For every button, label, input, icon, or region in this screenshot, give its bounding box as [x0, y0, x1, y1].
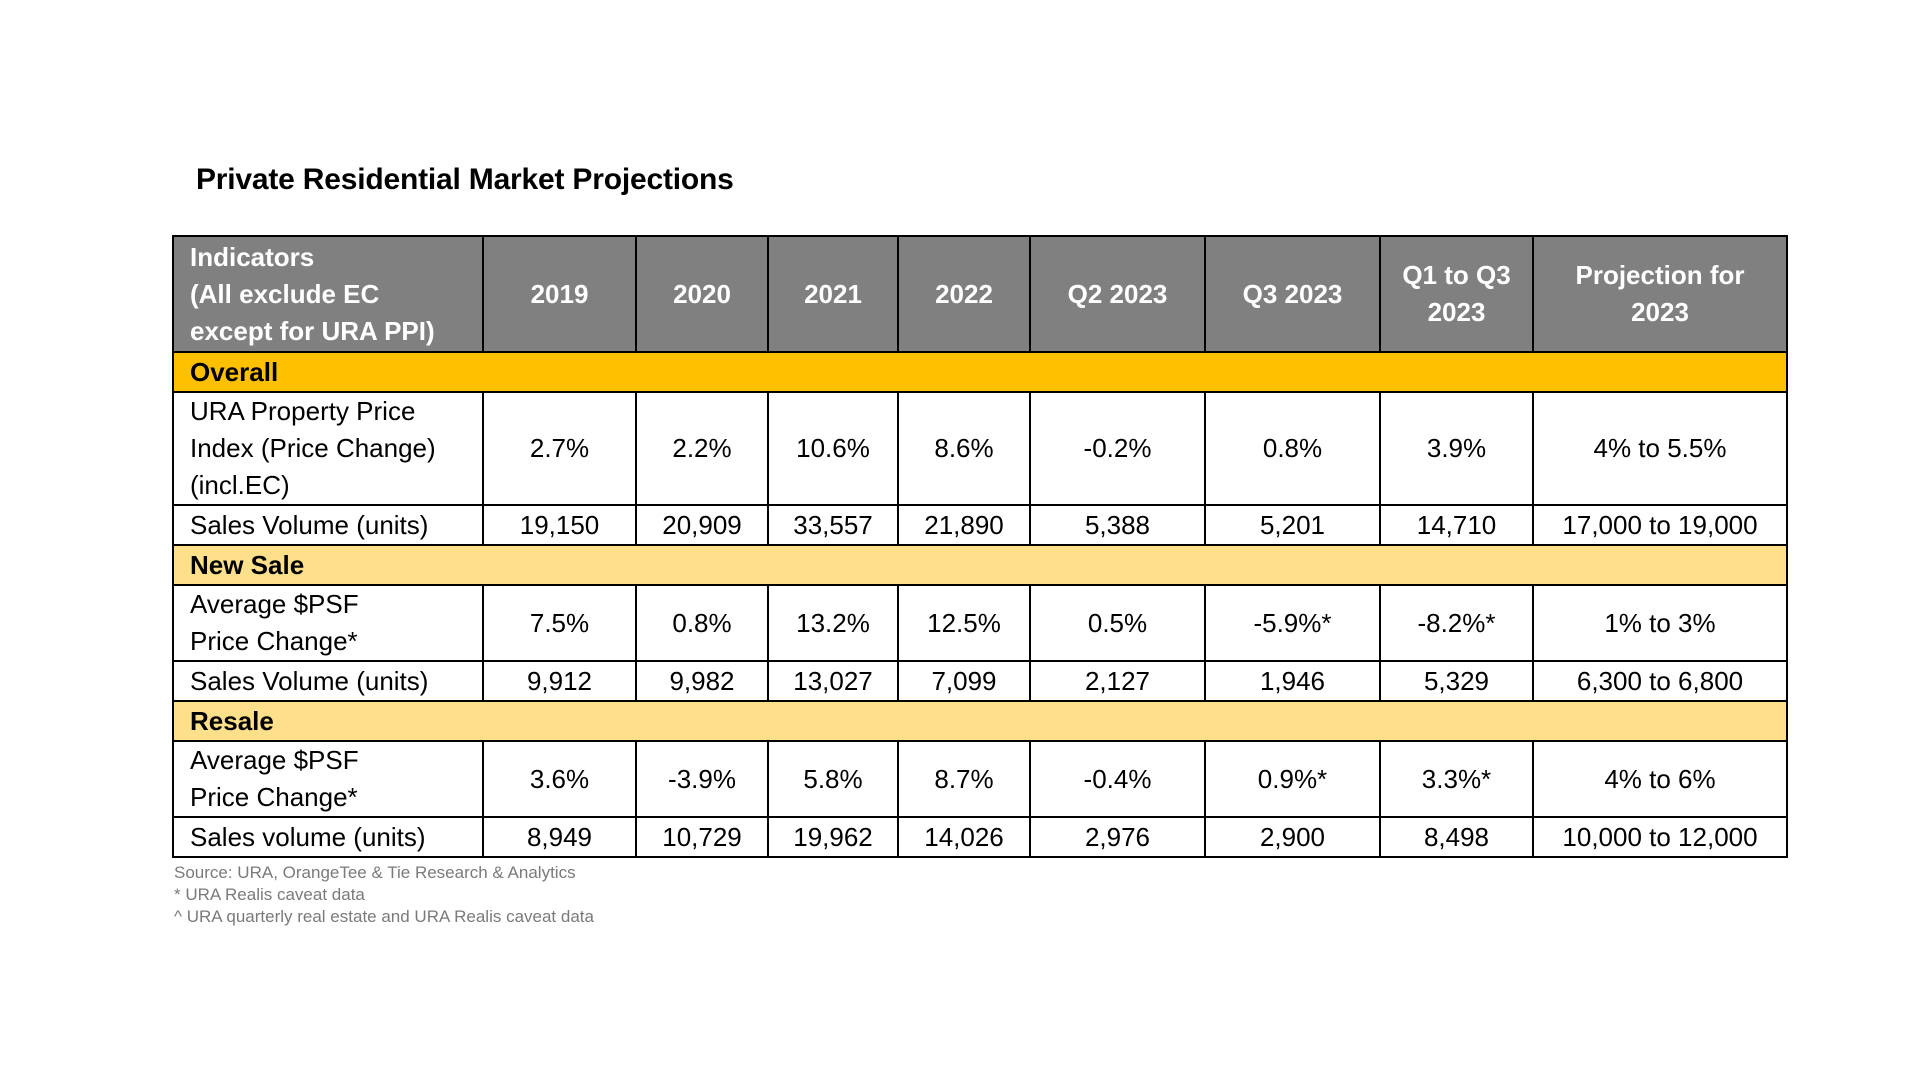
table-cell: 3.9%	[1379, 391, 1534, 506]
table-cell: 0.9%*	[1204, 740, 1381, 818]
table-cell: 20,909	[635, 504, 769, 546]
section-overall: Overall	[172, 351, 1788, 393]
source-note: Source: URA, OrangeTee & Tie Research & …	[174, 863, 576, 882]
header-indicators-line-3: except for URA PPI)	[190, 315, 435, 346]
table-cell: 1,946	[1204, 660, 1381, 702]
row-label: Sales Volume (units)	[172, 660, 484, 702]
table-cell: -3.9%	[635, 740, 769, 818]
row-label: Average $PSF Price Change*	[172, 584, 484, 662]
table-cell: 12.5%	[897, 584, 1031, 662]
table-cell: 5,201	[1204, 504, 1381, 546]
header-projection-line-1: Projection for	[1575, 260, 1745, 290]
table-cell: 13.2%	[767, 584, 899, 662]
caveat-note: * URA Realis caveat data	[174, 885, 365, 904]
table-cell: 8,949	[482, 816, 637, 858]
table-cell: 17,000 to 19,000	[1532, 504, 1788, 546]
table-cell: 9,982	[635, 660, 769, 702]
header-2019: 2019	[482, 235, 637, 353]
table-cell: 33,557	[767, 504, 899, 546]
header-2020: 2020	[635, 235, 769, 353]
table-cell: -0.2%	[1029, 391, 1206, 506]
table-row: Sales volume (units) 8,949 10,729 19,962…	[172, 816, 1788, 858]
table-row: Sales Volume (units) 9,912 9,982 13,027 …	[172, 660, 1788, 702]
table-row: Average $PSF Price Change* 7.5% 0.8% 13.2…	[172, 584, 1788, 662]
projections-table: Indicators (All exclude EC except for URA …	[172, 235, 1788, 858]
row-label: URA Property Price Index (Price Change) (i…	[172, 391, 484, 506]
row-label: Sales Volume (units)	[172, 504, 484, 546]
section-label: New Sale	[172, 544, 1788, 586]
table-cell: 8.6%	[897, 391, 1031, 506]
header-q1-to-q3-2023: Q1 to Q3 2023	[1379, 235, 1534, 353]
header-indicators-line-1: Indicators	[190, 241, 315, 272]
table-cell: 10,729	[635, 816, 769, 858]
table-cell: 0.8%	[635, 584, 769, 662]
table-cell: 5,388	[1029, 504, 1206, 546]
table-cell: 4% to 5.5%	[1532, 391, 1788, 506]
table-cell: 2,900	[1204, 816, 1381, 858]
table-cell: 19,150	[482, 504, 637, 546]
section-new-sale: New Sale	[172, 544, 1788, 586]
header-q2-2023: Q2 2023	[1029, 235, 1206, 353]
table-cell: 2.2%	[635, 391, 769, 506]
section-resale: Resale	[172, 700, 1788, 742]
table-cell: 14,026	[897, 816, 1031, 858]
table-cell: 13,027	[767, 660, 899, 702]
header-q1-q3-line-2: 2023	[1427, 297, 1486, 327]
header-indicators: Indicators (All exclude EC except for URA …	[172, 235, 484, 353]
table-cell: 8,498	[1379, 816, 1534, 858]
table-cell: 14,710	[1379, 504, 1534, 546]
header-projection-2023: Projection for 2023	[1532, 235, 1788, 353]
table-cell: 6,300 to 6,800	[1532, 660, 1788, 702]
header-2021: 2021	[767, 235, 899, 353]
table-row: Sales Volume (units) 19,150 20,909 33,55…	[172, 504, 1788, 546]
table-cell: 2.7%	[482, 391, 637, 506]
table-cell: -8.2%*	[1379, 584, 1534, 662]
table-row: URA Property Price Index (Price Change) (i…	[172, 391, 1788, 506]
header-projection-line-2: 2023	[1631, 297, 1689, 327]
header-q1-q3-line-1: Q1 to Q3	[1402, 260, 1511, 290]
table-cell: 5,329	[1379, 660, 1534, 702]
table-cell: 7,099	[897, 660, 1031, 702]
table-cell: 1% to 3%	[1532, 584, 1788, 662]
row-label: Average $PSF Price Change*	[172, 740, 484, 818]
table-cell: 10.6%	[767, 391, 899, 506]
table-cell: 3.3%*	[1379, 740, 1534, 818]
table-cell: 21,890	[897, 504, 1031, 546]
table-cell: 3.6%	[482, 740, 637, 818]
table-cell: -0.4%	[1029, 740, 1206, 818]
table-cell: 2,976	[1029, 816, 1206, 858]
header-q3-2023: Q3 2023	[1204, 235, 1381, 353]
table-cell: 7.5%	[482, 584, 637, 662]
table-cell: 10,000 to 12,000	[1532, 816, 1788, 858]
table-cell: 8.7%	[897, 740, 1031, 818]
header-indicators-line-2: (All exclude EC	[190, 278, 380, 309]
quarterly-note: ^ URA quarterly real estate and URA Real…	[174, 907, 594, 926]
header-2022: 2022	[897, 235, 1031, 353]
section-label: Resale	[172, 700, 1788, 742]
table-cell: 4% to 6%	[1532, 740, 1788, 818]
table-row: Average $PSF Price Change* 3.6% -3.9% 5.8…	[172, 740, 1788, 818]
table-cell: 2,127	[1029, 660, 1206, 702]
table-cell: 0.8%	[1204, 391, 1381, 506]
row-label: Sales volume (units)	[172, 816, 484, 858]
table-header-row: Indicators (All exclude EC except for URA …	[172, 235, 1788, 353]
table-cell: 19,962	[767, 816, 899, 858]
table-cell: -5.9%*	[1204, 584, 1381, 662]
section-label: Overall	[172, 351, 1788, 393]
table-cell: 9,912	[482, 660, 637, 702]
page-title: Private Residential Market Projections	[196, 163, 734, 196]
footnotes: Source: URA, OrangeTee & Tie Research & …	[174, 862, 594, 928]
table-cell: 5.8%	[767, 740, 899, 818]
table-cell: 0.5%	[1029, 584, 1206, 662]
